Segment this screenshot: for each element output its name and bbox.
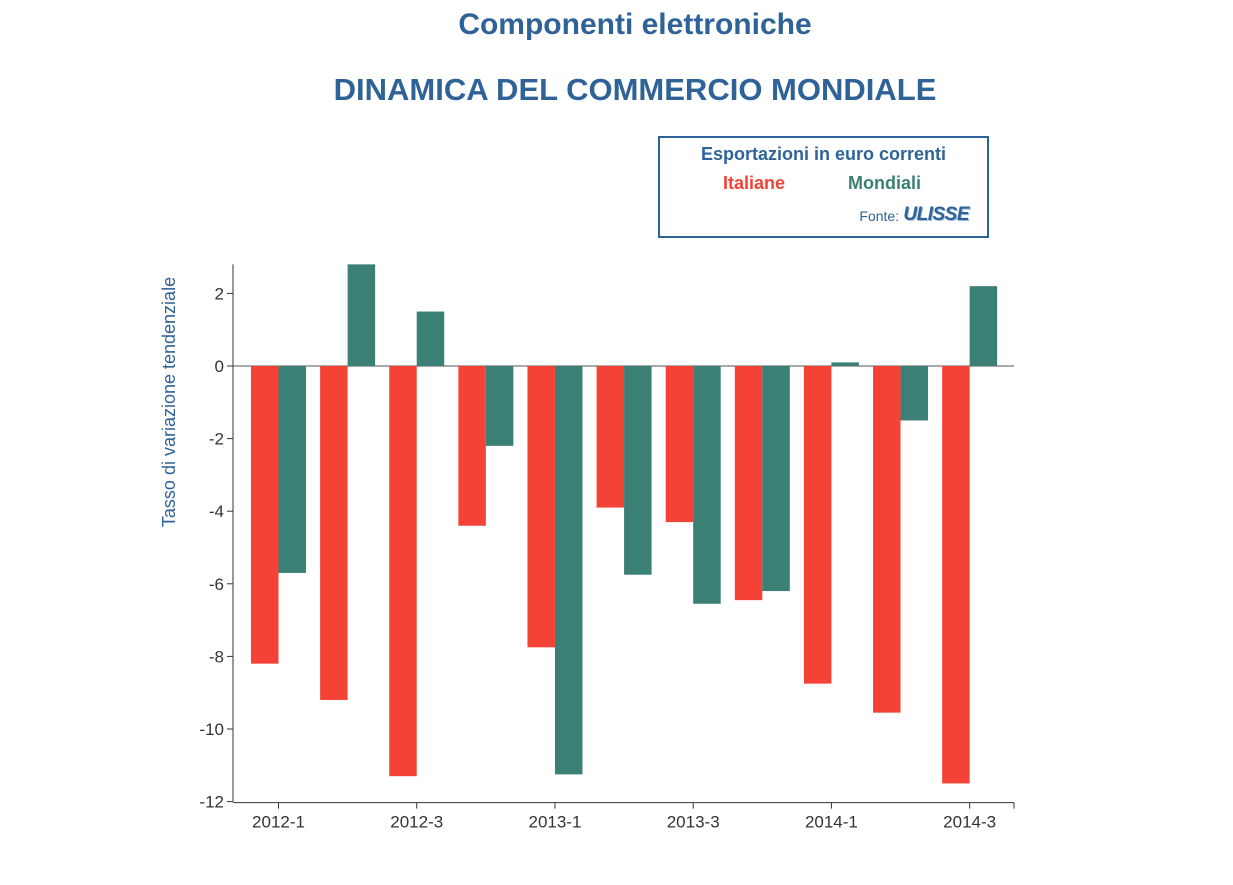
- source-label: Fonte:: [859, 208, 967, 224]
- bar-italiane-2012-2: [320, 366, 348, 700]
- ulisse-logo: ULISSE: [903, 204, 969, 225]
- bar-italiane-2014-1: [803, 366, 832, 684]
- bar-italiane-2012-4: [458, 366, 486, 526]
- chart-subtitle: DINAMICA DEL COMMERCIO MONDIALE: [333, 72, 937, 107]
- bar-mondiali-2014-2: [900, 366, 929, 421]
- y-axis: 2 0 -2 -4 -6 -8 -10 -12: [199, 264, 234, 812]
- bar-mondiali-2012-2: [347, 264, 376, 366]
- bar-italiane-2013-4: [734, 366, 763, 601]
- x-tick-label: 2014-1: [805, 813, 858, 832]
- bar-italiane-2012-3: [389, 366, 417, 777]
- y-tick-label: -2: [209, 430, 224, 449]
- bar-italiane-2013-2: [596, 366, 625, 508]
- y-tick-label: -4: [209, 502, 224, 521]
- bar-mondiali-2012-4: [485, 366, 514, 446]
- y-axis-label: Tasso di variazione tendenziale: [159, 277, 179, 527]
- bar-mondiali-2013-1: [554, 366, 583, 775]
- bars: [251, 264, 998, 784]
- y-tick-label: -6: [209, 575, 224, 594]
- bar-mondiali-2013-2: [624, 366, 652, 575]
- chart-title: Componenti elettroniche: [458, 8, 812, 41]
- x-tick-label: 2013-1: [528, 813, 581, 832]
- y-tick-label: -10: [199, 720, 224, 739]
- bar-mondiali-2012-1: [278, 366, 306, 573]
- bar-italiane-2013-1: [527, 366, 555, 648]
- x-tick-label: 2013-3: [667, 813, 720, 832]
- legend-box: Esportazioni in euro correnti Italiane M…: [658, 136, 989, 238]
- y-tick-label: 0: [215, 357, 224, 376]
- y-tick-label: 2: [215, 284, 224, 303]
- legend-item-mondiali: Mondiali: [848, 173, 921, 193]
- bar-italiane-2014-3: [942, 366, 970, 784]
- bar-mondiali-2013-3: [693, 366, 721, 604]
- legend-title: Esportazioni in euro correnti: [700, 144, 947, 164]
- x-tick-label: 2014-3: [943, 813, 996, 832]
- x-tick-label: 2012-3: [390, 813, 443, 832]
- source-text: Fonte:: [859, 208, 900, 224]
- bar-mondiali-2012-3: [416, 311, 445, 366]
- y-tick-label: -8: [209, 647, 224, 666]
- x-tick-label: 2012-1: [252, 813, 305, 832]
- bar-italiane-2013-3: [665, 366, 694, 523]
- legend-item-italiane: Italiane: [723, 173, 786, 193]
- y-tick-label: -12: [199, 793, 224, 812]
- bar-mondiali-2013-4: [762, 366, 790, 592]
- bar-italiane-2012-1: [251, 366, 279, 664]
- bar-italiane-2014-2: [873, 366, 901, 713]
- bar-mondiali-2014-3: [969, 286, 998, 366]
- bar-mondiali-2014-1: [831, 362, 859, 366]
